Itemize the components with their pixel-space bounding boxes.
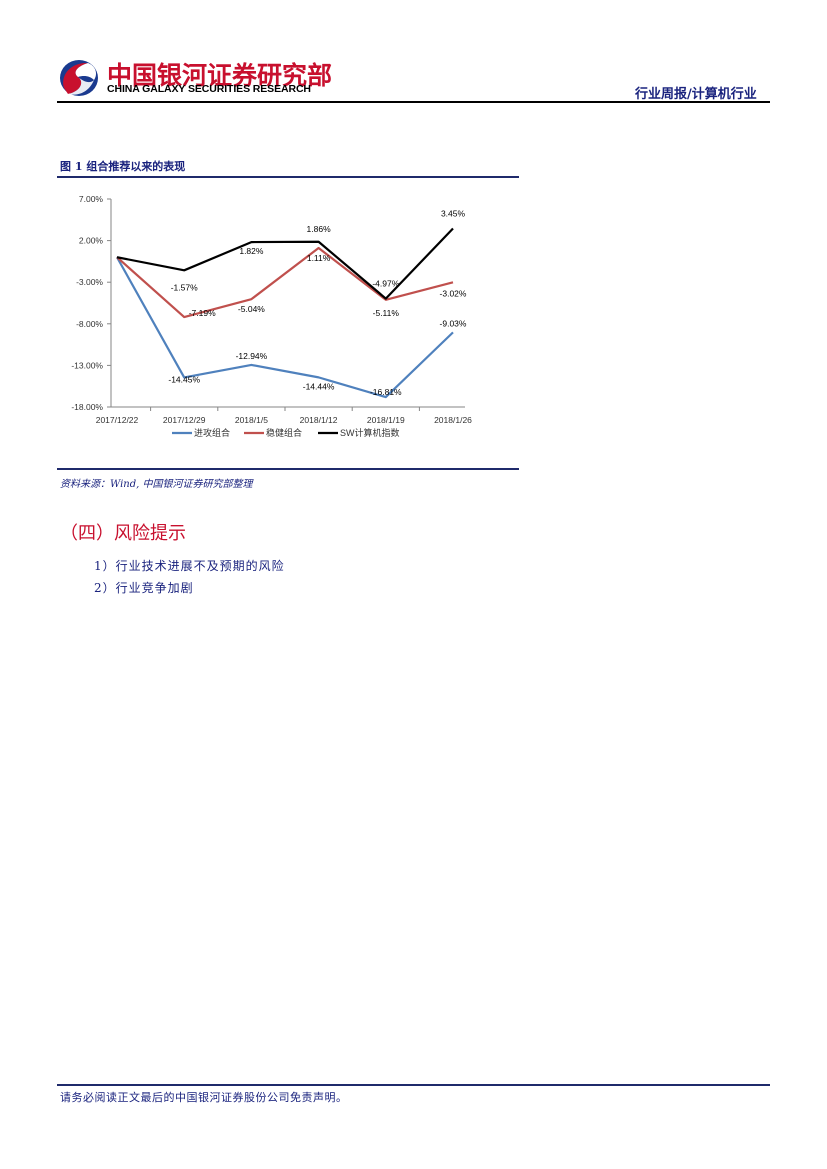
series-line <box>116 227 454 300</box>
figure-source: 资料来源：Wind, 中国银河证券研究部整理 <box>60 479 253 490</box>
data-label: -16.81% <box>370 387 402 397</box>
y-tick-label: 2.00% <box>79 236 104 246</box>
data-label: 1.82% <box>239 246 264 256</box>
figure-title-rule <box>57 176 519 178</box>
y-tick-label: -13.00% <box>71 360 103 370</box>
y-tick-label: -8.00% <box>76 319 103 329</box>
data-label: -1.57% <box>171 282 198 292</box>
section-title: （四）风险提示 <box>60 523 186 544</box>
legend-label: SW计算机指数 <box>340 427 400 438</box>
y-tick-label: 7.00% <box>79 194 104 204</box>
data-label: -7.19% <box>189 308 216 318</box>
data-label: 1.86% <box>307 224 332 234</box>
company-name-en: CHINA GALAXY SECURITIES RESEARCH <box>107 83 311 95</box>
x-tick-label: 2018/1/19 <box>367 415 405 425</box>
risk-item-2: 2）行业竞争加剧 <box>94 581 194 595</box>
data-label: -12.94% <box>236 351 268 361</box>
risk-item-1: 1）行业技术进展不及预期的风险 <box>94 559 285 573</box>
legend-label: 进攻组合 <box>194 427 230 438</box>
galaxy-logo-icon <box>60 60 98 96</box>
logo-mark <box>58 58 100 98</box>
data-label: -4.97% <box>372 279 399 289</box>
series-line <box>116 256 454 399</box>
data-label: -5.11% <box>373 308 400 318</box>
data-label: -5.04% <box>238 304 265 314</box>
data-label: -9.03% <box>440 318 467 328</box>
figure-title: 图 1 组合推荐以来的表现 <box>60 160 186 173</box>
data-label: 1.11% <box>307 253 331 263</box>
performance-chart: 7.00% 2.00% -3.00% -8.00% -13.00% -18.00% 2017… <box>57 180 519 465</box>
data-label: -14.44% <box>303 381 335 391</box>
footer-disclaimer: 请务必阅读正文最后的中国银河证券股份公司免责声明。 <box>60 1091 348 1104</box>
y-tick-label: -18.00% <box>71 402 103 412</box>
legend-label: 稳健组合 <box>266 427 302 438</box>
x-tick-label: 2017/12/22 <box>96 415 139 425</box>
x-tick-label: 2018/1/26 <box>434 415 472 425</box>
x-tick-label: 2018/1/12 <box>300 415 338 425</box>
data-label: -14.45% <box>168 374 200 384</box>
figure-bottom-rule <box>57 468 519 470</box>
report-type: 行业周报/计算机行业 <box>635 87 757 102</box>
footer-divider <box>57 1084 770 1086</box>
data-label: -3.02% <box>440 288 467 298</box>
line-chart: 7.00% 2.00% -3.00% -8.00% -13.00% -18.00% 2017… <box>71 194 472 438</box>
x-tick-label: 2018/1/5 <box>235 415 268 425</box>
x-tick-label: 2017/12/29 <box>163 415 206 425</box>
data-label: 3.45% <box>441 209 466 219</box>
series-line <box>116 246 454 319</box>
header-divider <box>57 101 770 103</box>
y-tick-label: -3.00% <box>76 277 103 287</box>
company-name-cn: 中国银河证券研究部 <box>107 61 333 90</box>
